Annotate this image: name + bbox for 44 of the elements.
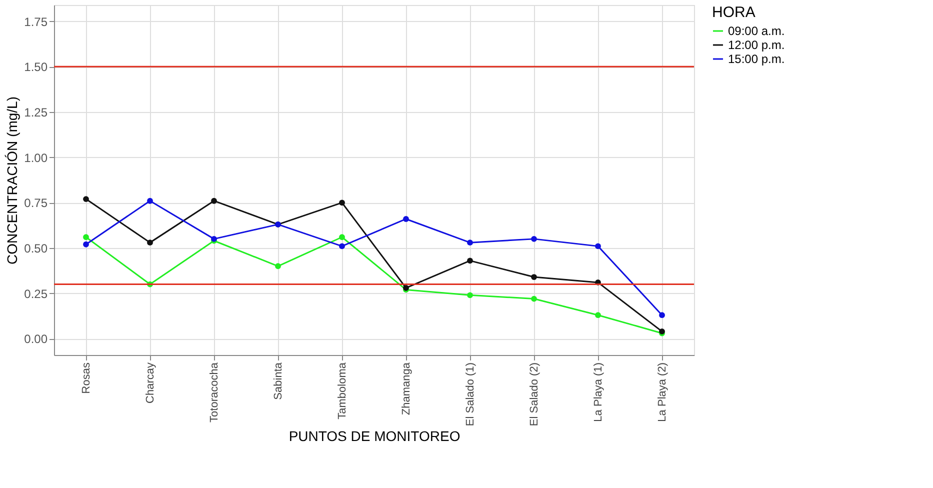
x-tick-label: Tamboloma	[336, 362, 348, 420]
y-tick-label: 1.00	[24, 150, 48, 165]
legend-label: 09:00 a.m.	[728, 24, 785, 38]
x-tick-label: Sabinta	[272, 362, 284, 400]
point	[83, 241, 89, 248]
y-axis-title: CONCENTRACIÓN (mg/L)	[4, 96, 20, 265]
legend-label: 15:00 p.m.	[728, 52, 785, 66]
point	[403, 216, 409, 222]
point	[211, 198, 217, 204]
x-tick-label: El Salado (2)	[528, 362, 540, 426]
point	[467, 258, 473, 264]
x-tick-label: Zhamanga	[400, 362, 412, 416]
x-tick-label: La Playa (1)	[592, 362, 604, 422]
x-axis-title: PUNTOS DE MONITOREO	[288, 428, 460, 444]
x-tick-label: Rosas	[80, 362, 92, 394]
x-tick-label: Totoracocha	[208, 362, 220, 422]
point	[339, 234, 345, 240]
point	[595, 243, 601, 250]
point	[83, 196, 89, 202]
point	[531, 236, 537, 242]
y-tick-label: 0.25	[24, 286, 48, 301]
point	[339, 243, 345, 250]
y-tick-label: 0.75	[24, 196, 48, 210]
point	[467, 292, 473, 298]
legend-label: 12:00 p.m.	[728, 38, 785, 52]
y-tick-label: 1.25	[24, 105, 48, 120]
legend-title: HORA	[712, 4, 756, 21]
point	[595, 312, 601, 318]
x-tick-label: La Playa (2)	[656, 362, 668, 422]
point	[83, 234, 89, 240]
point	[147, 240, 153, 246]
point	[275, 263, 281, 270]
x-tick-label: El Salado (1)	[464, 362, 476, 426]
y-tick-label: 1.75	[24, 14, 48, 29]
point	[659, 312, 665, 318]
y-tick-label: 0.50	[24, 242, 48, 256]
point	[467, 240, 473, 246]
point	[147, 198, 153, 204]
point	[531, 296, 537, 302]
y-tick-label: 0.00	[24, 332, 48, 346]
point	[339, 200, 345, 206]
point	[531, 274, 537, 280]
x-tick-label: Charcay	[144, 362, 156, 404]
y-tick-label: 1.50	[24, 60, 48, 74]
